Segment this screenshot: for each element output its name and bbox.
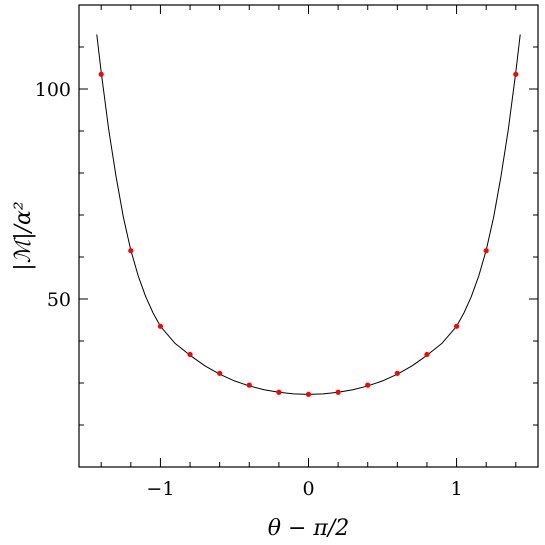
theory-curve [96, 34, 521, 395]
data-point [128, 248, 134, 254]
series-layer [96, 34, 521, 397]
data-point [246, 382, 252, 388]
y-axis-label: |ℳ|/α² [11, 201, 36, 270]
data-point [217, 370, 223, 376]
x-axis-label: θ − π/2 [268, 516, 350, 541]
data-point [276, 389, 282, 395]
labels-layer: θ − π/2 |ℳ|/α² [11, 201, 349, 541]
data-point [394, 370, 400, 376]
plot-frame [78, 4, 539, 468]
x-tick-label: 0 [302, 478, 314, 500]
data-point [424, 351, 430, 358]
data-point [305, 391, 312, 397]
y-tick-label: 100 [35, 79, 71, 101]
data-point [157, 323, 164, 329]
data-point [335, 389, 341, 395]
x-tick-label: −1 [146, 478, 174, 500]
data-point [187, 351, 193, 358]
data-point [483, 248, 489, 254]
y-tick-label: 50 [47, 289, 71, 311]
x-tick-label: 1 [451, 478, 463, 500]
ticks-layer: −1 0 1 50 100 [35, 5, 538, 500]
data-point [365, 382, 371, 388]
plot-frame-layer [78, 4, 539, 468]
data-point [98, 71, 104, 77]
data-point [513, 71, 519, 77]
data-point [453, 323, 460, 329]
